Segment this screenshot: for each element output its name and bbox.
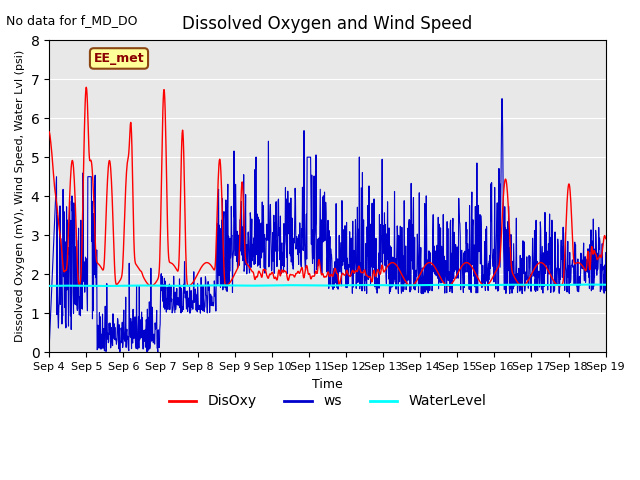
- Y-axis label: Dissolved Oxygen (mV), Wind Speed, Water Lvl (psi): Dissolved Oxygen (mV), Wind Speed, Water…: [15, 50, 25, 342]
- Legend: DisOxy, ws, WaterLevel: DisOxy, ws, WaterLevel: [163, 389, 492, 414]
- X-axis label: Time: Time: [312, 377, 343, 391]
- Text: No data for f_MD_DO: No data for f_MD_DO: [6, 14, 138, 27]
- Title: Dissolved Oxygen and Wind Speed: Dissolved Oxygen and Wind Speed: [182, 15, 472, 33]
- Text: EE_met: EE_met: [93, 52, 144, 65]
